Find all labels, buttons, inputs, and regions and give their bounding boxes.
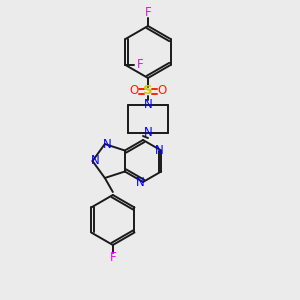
Text: N: N [144, 98, 152, 112]
Text: N: N [103, 137, 111, 151]
Text: F: F [110, 251, 116, 265]
Text: O: O [158, 85, 166, 98]
Text: F: F [145, 7, 151, 20]
Text: O: O [129, 85, 139, 98]
Text: F: F [137, 58, 144, 71]
Text: N: N [91, 154, 100, 167]
Text: N: N [155, 144, 164, 157]
Text: S: S [143, 85, 153, 98]
Text: N: N [136, 176, 144, 188]
Text: N: N [144, 127, 152, 140]
